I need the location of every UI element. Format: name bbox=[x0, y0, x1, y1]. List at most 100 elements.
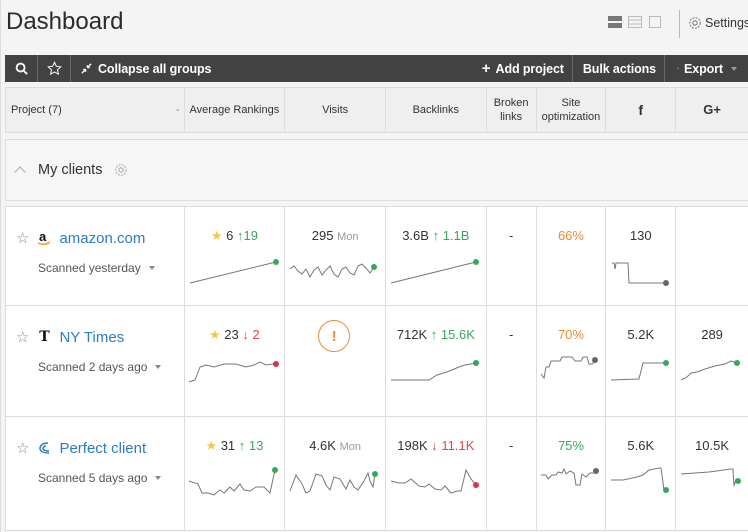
google-plus-icon: G+ bbox=[703, 102, 721, 117]
scan-status-dropdown[interactable]: Scanned 5 days ago bbox=[38, 471, 184, 485]
project-link[interactable]: NY Times bbox=[59, 328, 125, 346]
backlinks-value: 3.6B bbox=[402, 228, 429, 243]
star-icon[interactable]: ☆ bbox=[16, 329, 30, 346]
chevron-up-icon[interactable] bbox=[14, 166, 26, 178]
favorites-button[interactable] bbox=[38, 55, 71, 82]
table-row: ☆ Perfect client Scanned 5 days ago ★ 31… bbox=[6, 417, 748, 530]
google-plus-cell: 289 bbox=[676, 306, 748, 416]
visits-period: Mon bbox=[337, 231, 359, 243]
project-cell: ☆ T NY Times Scanned 2 days ago bbox=[6, 306, 185, 416]
nytimes-logo-icon: T bbox=[39, 329, 50, 345]
collapse-all-groups-button[interactable]: Collapse all groups bbox=[71, 55, 223, 82]
visits-cell: ! bbox=[285, 306, 386, 416]
search-button[interactable] bbox=[5, 55, 38, 82]
backlinks-change: 15.6K bbox=[440, 327, 475, 342]
settings-button[interactable]: Settings bbox=[688, 16, 748, 30]
visits-sparkline bbox=[289, 263, 378, 279]
site-optimization-sparkline bbox=[540, 467, 599, 486]
plus-icon: + bbox=[481, 60, 491, 77]
export-button[interactable]: Export bbox=[665, 55, 748, 82]
scan-status-label: Scanned 5 days ago bbox=[38, 471, 148, 485]
broken-links-cell: - bbox=[487, 417, 537, 530]
rank-value: 23 bbox=[224, 327, 239, 342]
star-filled-icon: ★ bbox=[205, 438, 218, 453]
facebook-sparkline bbox=[612, 262, 670, 286]
project-link[interactable]: Perfect client bbox=[59, 439, 147, 457]
rankings-sparkline bbox=[188, 361, 279, 383]
warning-icon[interactable]: ! bbox=[318, 320, 351, 352]
project-cell: ☆ Perfect client Scanned 5 days ago bbox=[6, 417, 185, 530]
scan-status-dropdown[interactable]: Scanned 2 days ago bbox=[38, 360, 184, 374]
table-row: ☆ a amazon.com Scanned yesterday ★ 6 ↑19… bbox=[6, 207, 748, 306]
star-icon[interactable]: ☆ bbox=[16, 440, 30, 457]
visits-cell: 4.6K Mon bbox=[285, 417, 386, 530]
chevron-down-icon bbox=[155, 365, 162, 369]
col-facebook[interactable]: f bbox=[606, 88, 677, 132]
col-visits[interactable]: Visits bbox=[285, 88, 386, 132]
facebook-cell: 130 bbox=[606, 207, 677, 305]
google-plus-value: 10.5K bbox=[695, 438, 730, 453]
rank-change: 19 bbox=[243, 228, 258, 243]
col-visits-label: Visits bbox=[322, 104, 349, 116]
group-my-clients: My clients bbox=[5, 139, 748, 201]
site-optimization-cell: 66% bbox=[537, 207, 607, 305]
backlinks-cell: 3.6B ↑ 1.1B bbox=[386, 207, 487, 305]
col-google-plus[interactable]: G+ bbox=[676, 88, 748, 132]
view-single-icon[interactable] bbox=[648, 16, 662, 28]
backlinks-change: 11.1K bbox=[441, 438, 475, 453]
backlinks-sparkline bbox=[390, 360, 479, 381]
project-cell: ☆ a amazon.com Scanned yesterday bbox=[6, 207, 185, 305]
bulk-actions-label: Bulk actions bbox=[582, 61, 656, 76]
scan-status-dropdown[interactable]: Scanned yesterday bbox=[38, 261, 184, 275]
col-site-label-2: optimization bbox=[541, 111, 601, 123]
group-gear-icon[interactable] bbox=[114, 163, 128, 177]
amazon-logo-icon: a bbox=[37, 230, 51, 246]
col-backlinks-label: Backlinks bbox=[412, 104, 460, 116]
facebook-icon: f bbox=[638, 102, 644, 118]
visits-value: 295 bbox=[311, 228, 334, 243]
visits-sparkline bbox=[289, 471, 379, 494]
page-title: Dashboard bbox=[6, 8, 124, 35]
settings-label: Settings bbox=[705, 16, 748, 30]
google-plus-sparkline bbox=[681, 468, 742, 487]
backlinks-cell: 198K ↓ 11.1K bbox=[386, 417, 487, 530]
google-plus-cell: 10.5K bbox=[676, 417, 748, 530]
facebook-value: 5.2K bbox=[627, 327, 655, 342]
collapse-icon bbox=[81, 63, 92, 74]
col-average-rankings[interactable]: Average Rankings bbox=[185, 88, 286, 132]
rankings-cell: ★ 6 ↑19 bbox=[185, 207, 286, 305]
star-icon[interactable]: ☆ bbox=[16, 230, 30, 247]
col-site-optimization[interactable]: Site optimization bbox=[537, 88, 607, 132]
export-label: Export bbox=[684, 61, 723, 76]
view-large-icon[interactable] bbox=[608, 16, 622, 28]
col-broken-links[interactable]: Broken links bbox=[487, 88, 537, 132]
site-optimization-value: 70% bbox=[557, 327, 584, 342]
star-filled-icon: ★ bbox=[209, 327, 221, 342]
broken-links-cell: - bbox=[487, 306, 537, 416]
rank-value: 6 bbox=[226, 228, 234, 243]
col-backlinks[interactable]: Backlinks bbox=[386, 88, 487, 132]
project-link[interactable]: amazon.com bbox=[59, 229, 146, 247]
chevron-down-icon bbox=[148, 266, 155, 270]
header-divider bbox=[679, 10, 680, 38]
bulk-actions-button[interactable]: Bulk actions bbox=[573, 55, 665, 82]
add-project-button[interactable]: + Add project bbox=[472, 55, 573, 82]
scan-status-label: Scanned 2 days ago bbox=[38, 360, 148, 374]
google-plus-sparkline bbox=[680, 360, 741, 381]
collapse-label: Collapse all groups bbox=[98, 61, 212, 76]
col-site-label-1: Site bbox=[561, 97, 581, 109]
site-optimization-value: 75% bbox=[557, 438, 584, 453]
facebook-value: 5.6K bbox=[627, 438, 655, 453]
col-average-rankings-label: Average Rankings bbox=[189, 104, 280, 116]
arrow-up-icon: ↑ bbox=[432, 228, 440, 243]
rankings-cell: ★ 31 ↑ 13 bbox=[185, 417, 286, 530]
projects-table: ☆ a amazon.com Scanned yesterday ★ 6 ↑19… bbox=[5, 206, 748, 531]
view-mode-switcher bbox=[608, 16, 662, 28]
col-project[interactable]: Project (7) - bbox=[6, 88, 185, 132]
view-compact-icon[interactable] bbox=[628, 16, 642, 28]
visits-cell: 295 Mon bbox=[285, 207, 386, 305]
site-optimization-sparkline bbox=[540, 356, 598, 380]
facebook-value: 130 bbox=[629, 228, 652, 243]
google-plus-value: 289 bbox=[701, 327, 723, 342]
chevron-down-icon bbox=[731, 66, 737, 71]
